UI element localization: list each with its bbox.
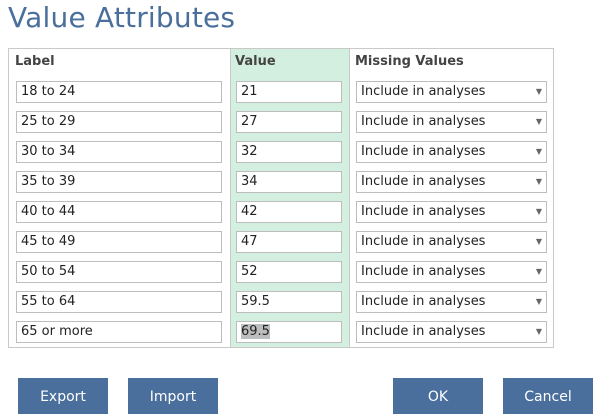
missing-values-select[interactable]: Include in analyses ▼ [356, 231, 547, 253]
missing-values-text: Include in analyses [361, 234, 486, 249]
import-button[interactable]: Import [128, 378, 218, 414]
table-row: 18 to 24 21 Include in analyses ▼ [9, 81, 553, 103]
missing-values-text: Include in analyses [361, 294, 486, 309]
value-column-header: Value [235, 54, 276, 69]
value-input[interactable]: 52 [236, 261, 342, 283]
missing-values-select[interactable]: Include in analyses ▼ [356, 321, 547, 343]
missing-values-select[interactable]: Include in analyses ▼ [356, 111, 547, 133]
missing-values-text: Include in analyses [361, 174, 486, 189]
chevron-down-icon[interactable]: ▼ [535, 87, 542, 96]
label-input[interactable]: 30 to 34 [16, 141, 222, 163]
table-row: 25 to 29 27 Include in analyses ▼ [9, 111, 553, 133]
value-input[interactable]: 42 [236, 201, 342, 223]
missing-values-select[interactable]: Include in analyses ▼ [356, 81, 547, 103]
missing-values-text: Include in analyses [361, 204, 486, 219]
missing-values-select[interactable]: Include in analyses ▼ [356, 141, 547, 163]
missing-values-text: Include in analyses [361, 264, 486, 279]
table-row: 40 to 44 42 Include in analyses ▼ [9, 201, 553, 223]
chevron-down-icon[interactable]: ▼ [535, 177, 542, 186]
table-row: 55 to 64 59.5 Include in analyses ▼ [9, 291, 553, 313]
table-row: 35 to 39 34 Include in analyses ▼ [9, 171, 553, 193]
chevron-down-icon[interactable]: ▼ [535, 147, 542, 156]
chevron-down-icon[interactable]: ▼ [535, 117, 542, 126]
label-input[interactable]: 55 to 64 [16, 291, 222, 313]
table-row: 30 to 34 32 Include in analyses ▼ [9, 141, 553, 163]
label-column-header: Label [15, 54, 55, 69]
label-input[interactable]: 35 to 39 [16, 171, 222, 193]
chevron-down-icon[interactable]: ▼ [535, 207, 542, 216]
chevron-down-icon[interactable]: ▼ [535, 267, 542, 276]
table-row: 45 to 49 47 Include in analyses ▼ [9, 231, 553, 253]
label-input[interactable]: 65 or more [16, 321, 222, 343]
missing-values-select[interactable]: Include in analyses ▼ [356, 201, 547, 223]
missing-values-select[interactable]: Include in analyses ▼ [356, 261, 547, 283]
value-input[interactable]: 21 [236, 81, 342, 103]
export-button[interactable]: Export [18, 378, 108, 414]
missing-values-text: Include in analyses [361, 324, 486, 339]
value-attributes-grid: Label Value Missing Values 18 to 24 21 I… [8, 48, 554, 348]
label-input[interactable]: 40 to 44 [16, 201, 222, 223]
ok-button[interactable]: OK [393, 378, 483, 414]
chevron-down-icon[interactable]: ▼ [535, 297, 542, 306]
chevron-down-icon[interactable]: ▼ [535, 327, 542, 336]
missing-values-text: Include in analyses [361, 114, 486, 129]
missing-values-select[interactable]: Include in analyses ▼ [356, 171, 547, 193]
table-row: 65 or more 69.5 Include in analyses ▼ [9, 321, 553, 343]
missing-values-select[interactable]: Include in analyses ▼ [356, 291, 547, 313]
value-input[interactable]: 34 [236, 171, 342, 193]
value-input[interactable]: 32 [236, 141, 342, 163]
missing-values-text: Include in analyses [361, 84, 486, 99]
label-input[interactable]: 25 to 29 [16, 111, 222, 133]
value-input[interactable]: 47 [236, 231, 342, 253]
chevron-down-icon[interactable]: ▼ [535, 237, 542, 246]
cancel-button[interactable]: Cancel [503, 378, 593, 414]
label-input[interactable]: 50 to 54 [16, 261, 222, 283]
label-input[interactable]: 18 to 24 [16, 81, 222, 103]
value-input[interactable]: 59.5 [236, 291, 342, 313]
value-input[interactable]: 27 [236, 111, 342, 133]
table-row: 50 to 54 52 Include in analyses ▼ [9, 261, 553, 283]
selected-text: 69.5 [241, 324, 270, 339]
dialog-title: Value Attributes [8, 1, 236, 34]
value-input-active[interactable]: 69.5 [236, 321, 342, 343]
label-input[interactable]: 45 to 49 [16, 231, 222, 253]
missing-values-text: Include in analyses [361, 144, 486, 159]
missing-values-column-header: Missing Values [355, 54, 464, 69]
